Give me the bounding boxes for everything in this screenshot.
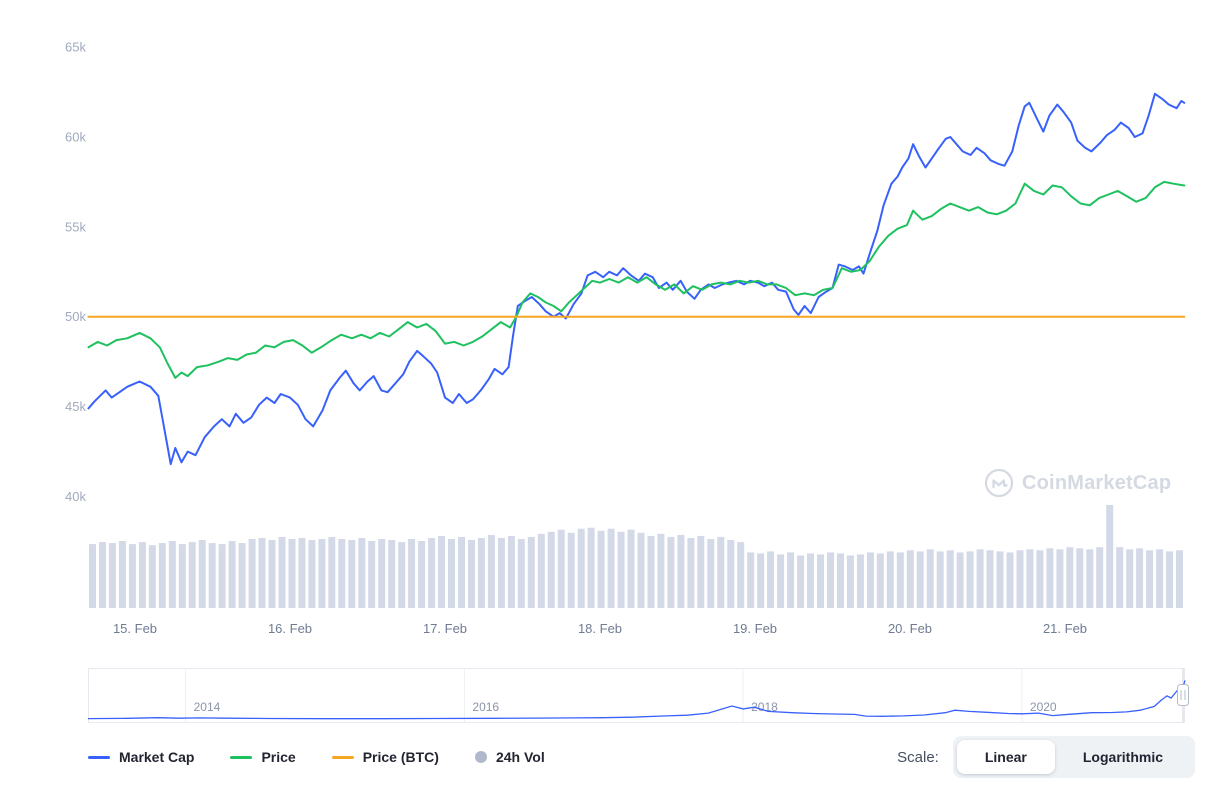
price-btc-line-swatch <box>331 755 354 759</box>
x-axis-label: 17. Feb <box>423 621 467 636</box>
navigator-sparkline <box>87 680 1186 720</box>
series-market-cap <box>87 92 1186 466</box>
scale-linear-button[interactable]: Linear <box>956 740 1055 774</box>
range-navigator[interactable]: 2014 2016 2018 2020 <box>0 655 1227 740</box>
legend-item-price[interactable]: Price <box>230 749 296 765</box>
legend-item-price-btc[interactable]: Price (BTC) <box>331 749 439 765</box>
y-axis-label: 40k <box>65 489 86 504</box>
y-axis-label: 60k <box>65 130 86 145</box>
price-chart-canvas[interactable]: 65k 60k 55k 50k 45k 40k 15. Feb 16. Feb 17. Feb 1… <box>0 0 1227 648</box>
y-axis-label: 55k <box>65 219 86 234</box>
scale-label: Scale: <box>897 748 939 766</box>
navigator-year-label: 2016 <box>472 700 499 714</box>
legend-item-market-cap[interactable]: Market Cap <box>88 749 194 765</box>
legend-item-24h-vol[interactable]: 24h Vol <box>474 749 545 765</box>
x-axis-label: 19. Feb <box>733 621 777 636</box>
y-axis-label: 50k <box>65 309 86 324</box>
legend-label-24h-vol: 24h Vol <box>495 749 545 765</box>
navigator-handle[interactable] <box>1177 684 1189 706</box>
legend-label-price: Price <box>261 749 296 765</box>
scale-logarithmic-button[interactable]: Logarithmic <box>1055 740 1191 774</box>
price-line-swatch <box>230 755 253 759</box>
scale-control: Scale: Linear Logarithmic <box>897 736 1195 778</box>
x-axis-label: 21. Feb <box>1043 621 1087 636</box>
navigator-year-label: 2018 <box>751 700 778 714</box>
x-axis-label: 18. Feb <box>578 621 622 636</box>
navigator-year-label: 2020 <box>1030 700 1057 714</box>
x-axis-label: 16. Feb <box>268 621 312 636</box>
x-axis-label: 15. Feb <box>113 621 157 636</box>
volume-bars <box>89 505 1183 609</box>
legend: Market Cap Price Price (BTC) 24h Vol <box>88 749 545 765</box>
series-price <box>87 180 1186 379</box>
volume-dot-swatch <box>474 751 487 763</box>
watermark-text: CoinMarketCap <box>1022 471 1172 494</box>
coinmarketcap-logo-icon <box>984 468 1014 498</box>
navigator-year-label: 2014 <box>194 700 221 714</box>
chart-footer: Market Cap Price Price (BTC) 24h Vol Sca… <box>0 733 1227 781</box>
x-axis-label: 20. Feb <box>888 621 932 636</box>
market-cap-line-swatch <box>88 755 110 759</box>
y-axis-label: 65k <box>65 40 86 55</box>
watermark: CoinMarketCap <box>984 468 1171 498</box>
legend-label-market-cap: Market Cap <box>119 749 195 765</box>
scale-toggle: Linear Logarithmic <box>952 736 1195 778</box>
legend-label-price-btc: Price (BTC) <box>362 749 439 765</box>
y-axis-label: 45k <box>65 399 86 414</box>
